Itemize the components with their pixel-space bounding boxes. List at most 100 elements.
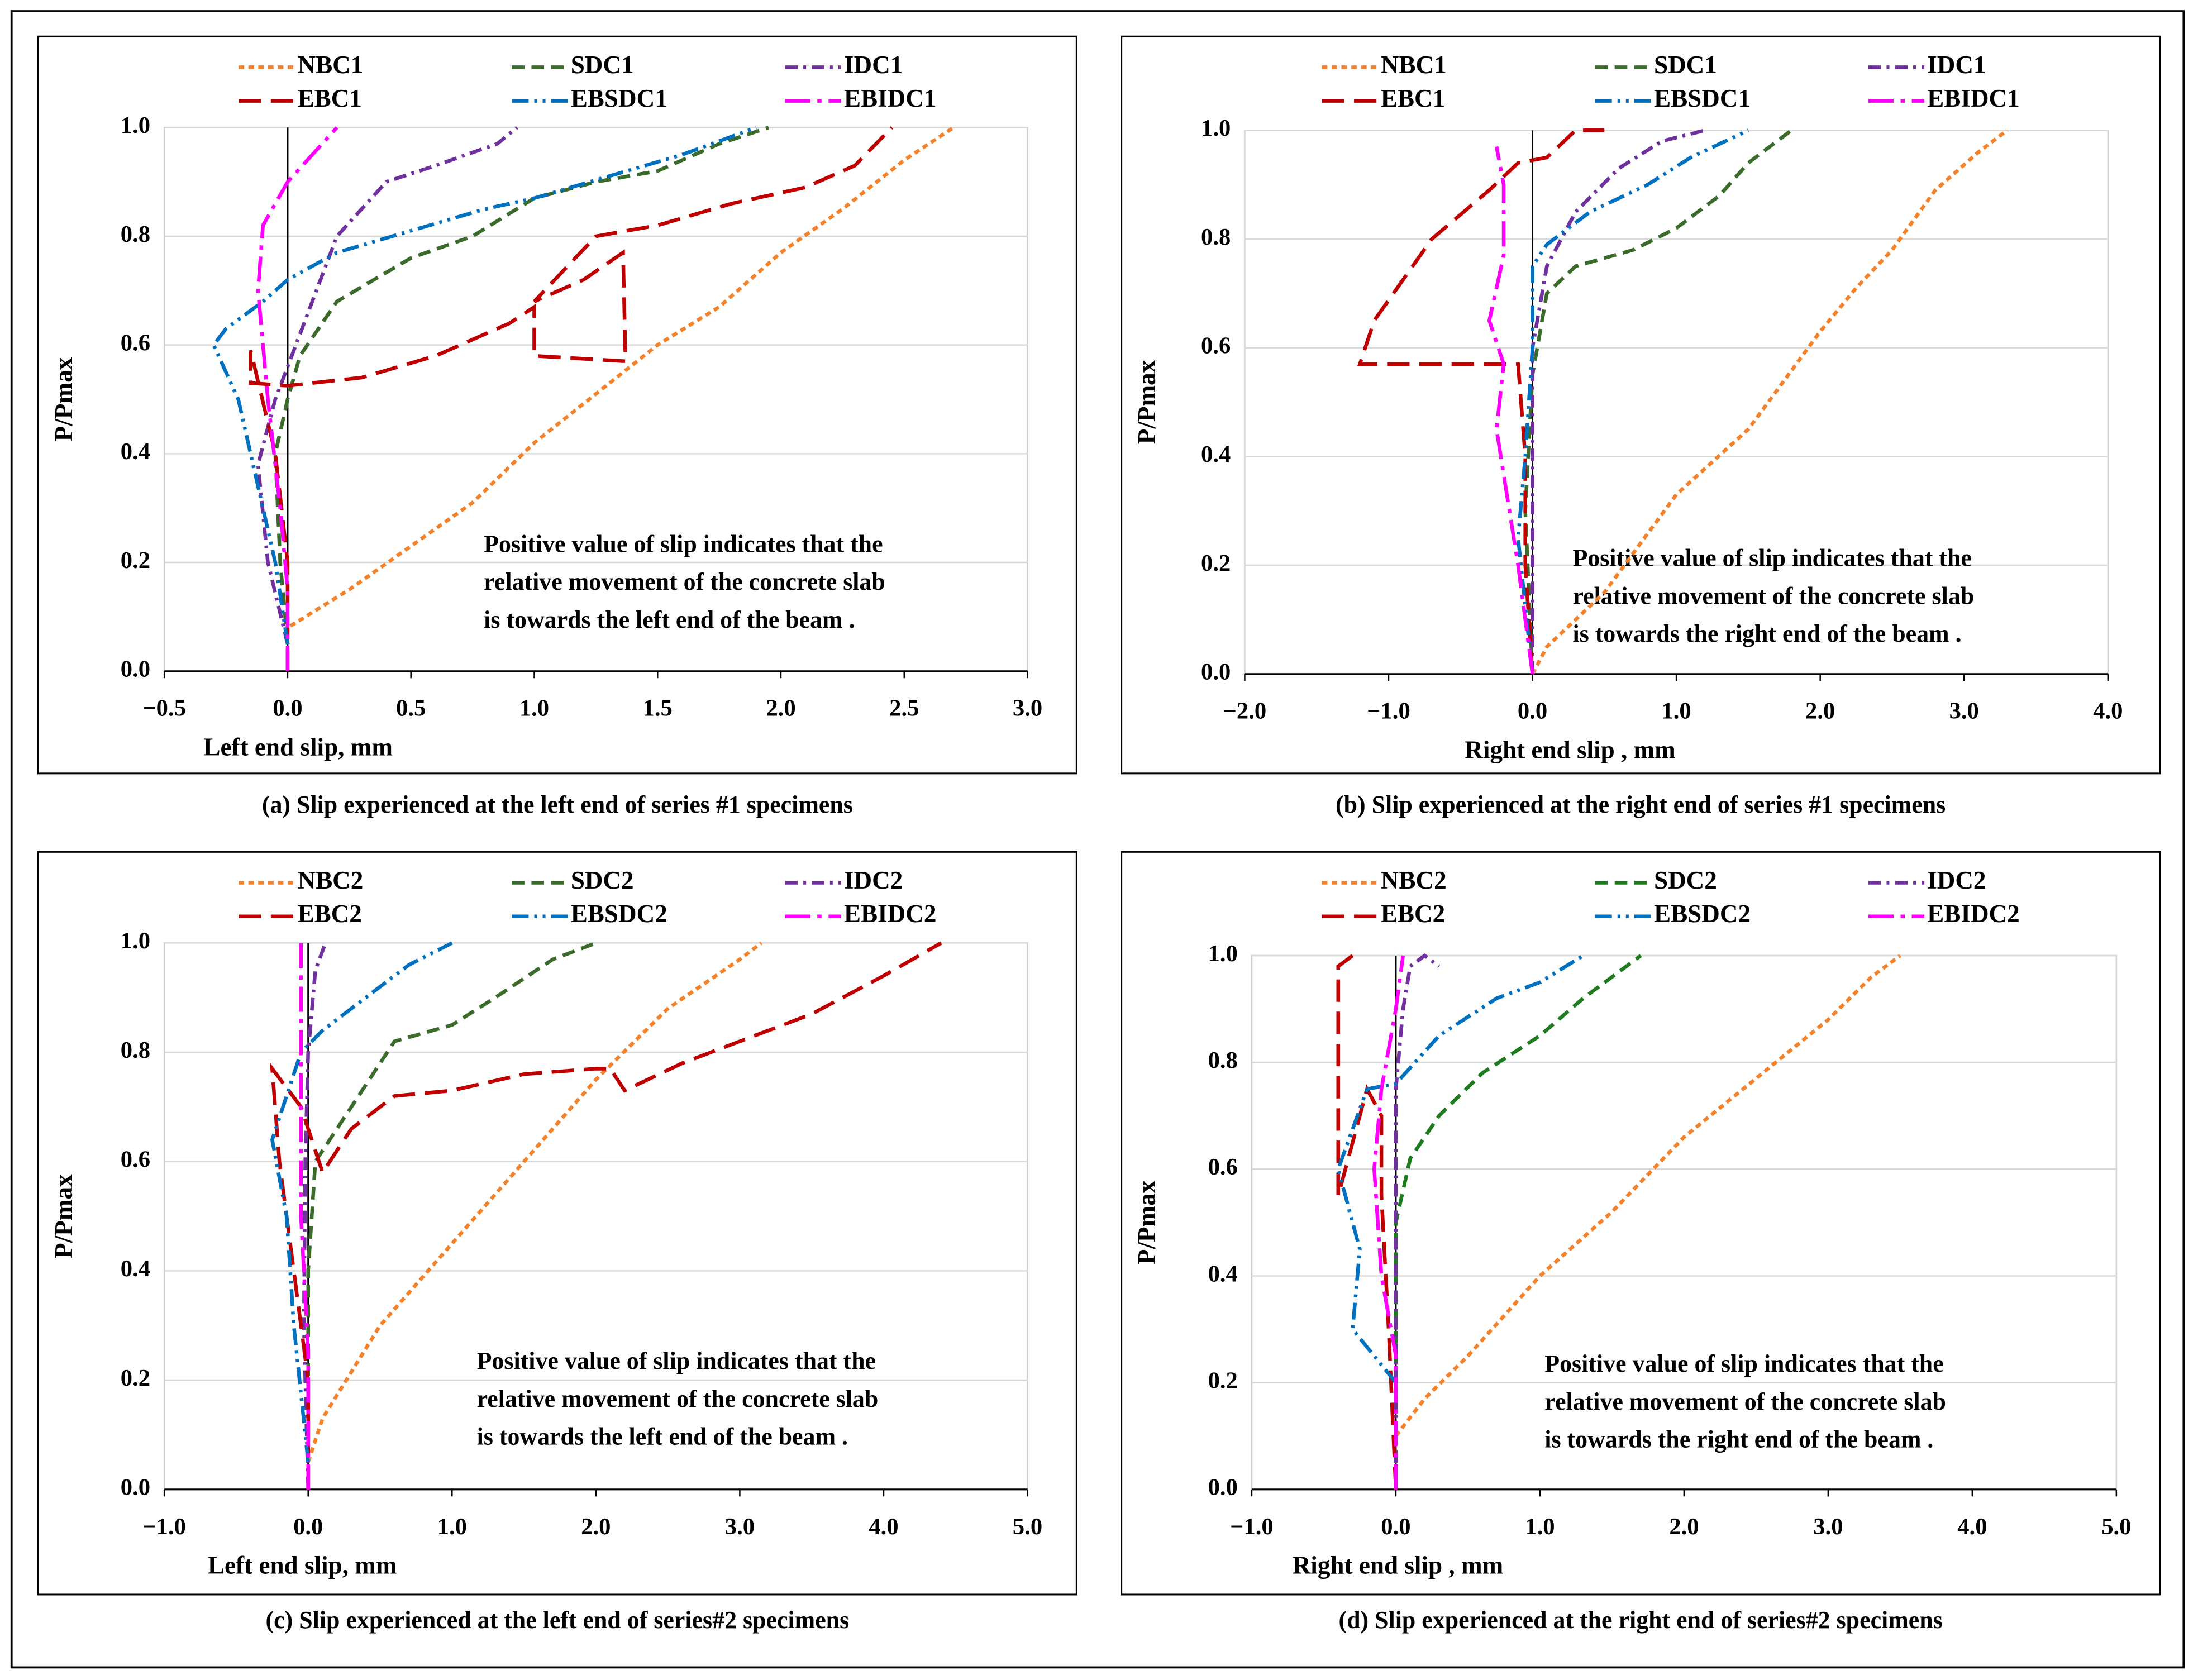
y-tick-label: 0.4	[1208, 1261, 1238, 1287]
legend-label: SDC1	[571, 51, 634, 79]
legend-label: NBC2	[1381, 866, 1447, 894]
y-tick-label: 1.0	[1208, 941, 1238, 967]
annotation: is towards the right end of the beam .	[1544, 1426, 1933, 1453]
legend-label: IDC2	[1927, 866, 1986, 894]
x-tick-label: 4.0	[869, 1514, 898, 1540]
legend-label: EBIDC2	[844, 900, 937, 928]
y-tick-label: 0.4	[1201, 441, 1231, 467]
series-line	[256, 126, 338, 671]
y-tick-label: 0.8	[1208, 1047, 1238, 1073]
annotation: Positive value of slip indicates that th…	[484, 531, 883, 557]
y-tick-label: 0.8	[121, 221, 150, 247]
legend-label: EBC1	[297, 84, 361, 112]
annotation: is towards the left end of the beam .	[484, 607, 855, 633]
legend-label: EBSDC2	[571, 900, 667, 928]
legend-label: NBC2	[297, 866, 363, 894]
x-tick-label: −0.5	[142, 695, 186, 722]
series-line	[1394, 954, 1901, 1438]
y-tick-label: 0.8	[1201, 224, 1231, 250]
legend-label: EBIDC1	[1927, 84, 2020, 112]
x-tick-label: 1.0	[1525, 1514, 1555, 1540]
y-tick-label: 0.0	[121, 1474, 150, 1501]
legend-label: EBC2	[1381, 900, 1445, 928]
series-line	[1394, 954, 1642, 1383]
x-tick-label: 2.0	[766, 695, 795, 722]
x-tick-label: 2.0	[581, 1514, 611, 1540]
y-axis-label: P/Pmax	[50, 1174, 78, 1258]
series-line	[270, 941, 453, 1463]
x-tick-label: −1.0	[142, 1514, 186, 1540]
series-line	[1372, 955, 1405, 1490]
y-tick-label: 0.4	[121, 1256, 150, 1282]
y-tick-label: 0.6	[121, 330, 150, 356]
series-line	[1336, 954, 1585, 1384]
caption: (d) Slip experienced at the right end of…	[1338, 1607, 1942, 1634]
legend-label: EBC2	[297, 900, 361, 928]
legend-label: IDC1	[844, 51, 903, 79]
y-tick-label: 0.0	[1201, 658, 1231, 685]
x-tick-label: 0.0	[1381, 1514, 1410, 1540]
legend-label: SDC1	[1654, 51, 1717, 79]
x-tick-label: 4.0	[2093, 698, 2123, 724]
legend-label: EBSDC1	[1654, 84, 1751, 112]
x-tick-label: 2.0	[1805, 698, 1835, 724]
legend-label: EBIDC1	[844, 84, 937, 112]
x-tick-label: 2.0	[1669, 1514, 1699, 1540]
annotation: is towards the left end of the beam .	[477, 1424, 848, 1450]
x-tick-label: −1.0	[1230, 1514, 1274, 1540]
x-tick-label: −1.0	[1367, 698, 1410, 724]
y-tick-label: 0.6	[121, 1147, 150, 1173]
panel-border	[37, 35, 1077, 775]
x-tick-label: 3.0	[1813, 1514, 1843, 1540]
series-line	[1523, 128, 1793, 674]
legend-label: SDC2	[571, 866, 634, 894]
series-line	[249, 126, 894, 671]
annotation: is towards the right end of the beam .	[1572, 621, 1961, 647]
series-line	[273, 126, 769, 645]
x-tick-label: 0.0	[273, 695, 302, 722]
legend-label: IDC1	[1927, 51, 1986, 79]
x-axis-label: Right end slip , mm	[1465, 736, 1675, 764]
x-tick-label: 1.0	[437, 1514, 467, 1540]
x-tick-label: 4.0	[1957, 1514, 1987, 1540]
y-axis-label: P/Pmax	[50, 357, 78, 441]
y-tick-label: 0.6	[1201, 332, 1231, 359]
x-tick-label: 1.0	[1661, 698, 1691, 724]
series-line	[1394, 953, 1441, 1463]
series-line	[306, 941, 597, 1435]
y-tick-label: 0.2	[121, 547, 150, 574]
legend-label: NBC1	[1381, 51, 1447, 79]
caption: (b) Slip experienced at the right end of…	[1336, 791, 1946, 818]
series-line	[306, 941, 763, 1463]
x-tick-label: 0.0	[1518, 698, 1547, 724]
legend-label: EBC1	[1381, 84, 1445, 112]
series-line	[1487, 146, 1534, 675]
annotation: relative movement of the concrete slab	[477, 1386, 879, 1412]
panel-border	[1121, 851, 2161, 1596]
y-tick-label: 0.4	[121, 438, 150, 465]
caption: (a) Slip experienced at the left end of …	[262, 791, 853, 818]
x-tick-label: 0.0	[293, 1514, 323, 1540]
y-tick-label: 0.0	[1208, 1474, 1238, 1501]
panel-border	[37, 851, 1077, 1596]
y-tick-label: 0.2	[1208, 1367, 1238, 1393]
x-axis-label: Left end slip, mm	[203, 733, 393, 761]
annotation: relative movement of the concrete slab	[1544, 1388, 1946, 1415]
annotation: relative movement of the concrete slab	[1572, 583, 1974, 609]
x-tick-label: 1.0	[519, 695, 549, 722]
caption: (c) Slip experienced at the left end of …	[266, 1607, 850, 1634]
series-line	[299, 943, 310, 1490]
legend-label: EBSDC2	[1654, 900, 1751, 928]
series-line	[211, 126, 757, 645]
y-tick-label: 0.8	[121, 1037, 150, 1063]
x-tick-label: 5.0	[2101, 1514, 2131, 1540]
y-tick-label: 0.2	[1201, 550, 1231, 576]
annotation: relative movement of the concrete slab	[484, 569, 885, 595]
legend-label: EBIDC2	[1927, 900, 2020, 928]
x-tick-label: 3.0	[725, 1514, 755, 1540]
x-tick-label: 1.5	[643, 695, 673, 722]
y-tick-label: 0.2	[121, 1365, 150, 1391]
y-axis-label: P/Pmax	[1133, 360, 1161, 444]
panel-border	[1121, 35, 2161, 775]
x-tick-label: 2.5	[889, 695, 919, 722]
